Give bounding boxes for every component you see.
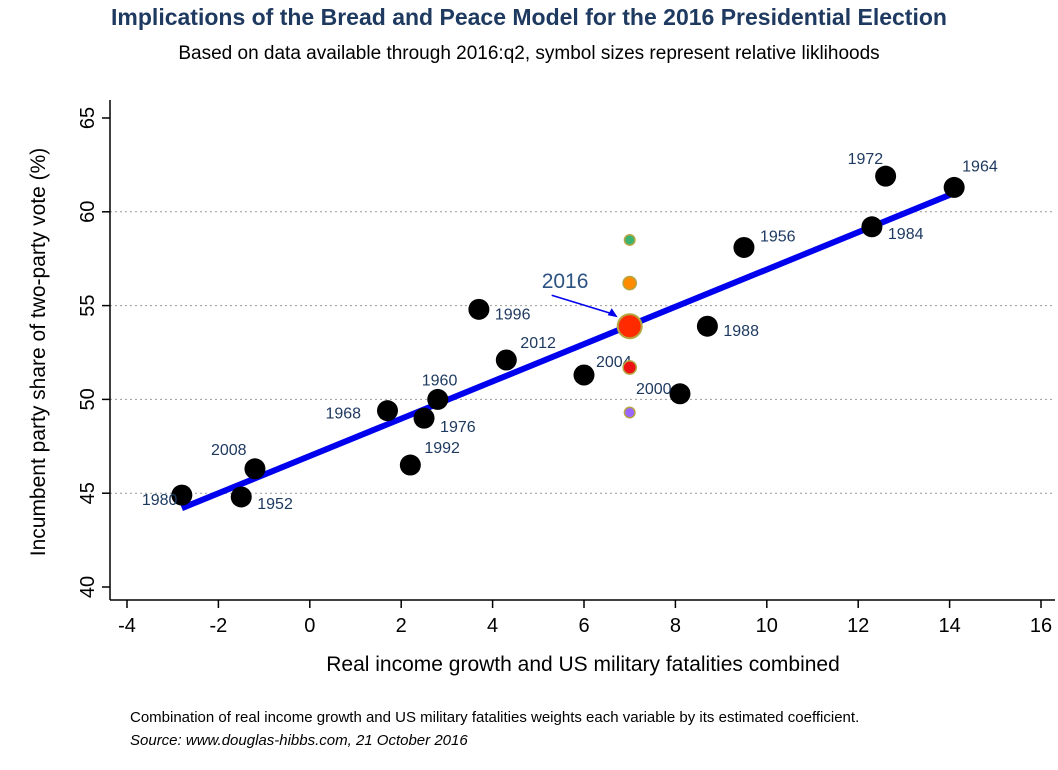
footnote-source: Source: www.douglas-hibbs.com, 21 Octobe… xyxy=(130,732,468,749)
point-label-1988: 1988 xyxy=(723,323,759,340)
scatter-chart: -4 -2 0 2 4 6 8 10 12 14 16 40 45 50 55 60 65 1980 1952 20… xyxy=(27,100,1055,676)
data-point-1980 xyxy=(171,484,193,506)
data-point-2012 xyxy=(495,349,517,371)
point-label-1956: 1956 xyxy=(760,228,796,245)
forecast-dot-4 xyxy=(623,406,636,419)
y-tick-label: 50 xyxy=(77,388,99,410)
data-point-1968 xyxy=(376,400,398,422)
point-label-1952: 1952 xyxy=(257,496,293,513)
x-tick-label: 8 xyxy=(670,615,681,637)
data-point-2004 xyxy=(573,364,595,386)
point-label-1960: 1960 xyxy=(422,372,458,389)
forecast-arrow xyxy=(551,294,614,315)
data-point-2000 xyxy=(669,383,691,405)
point-label-1976: 1976 xyxy=(440,419,476,436)
point-label-1964: 1964 xyxy=(962,158,998,175)
regression-line xyxy=(180,190,956,511)
forecast-annotation-label: 2016 xyxy=(542,270,589,293)
x-tick-label: 2 xyxy=(396,615,407,637)
x-tick-label: -2 xyxy=(210,615,228,637)
axes: -4 -2 0 2 4 6 8 10 12 14 16 40 45 50 55 60 65 xyxy=(77,100,1055,637)
x-axis-title: Real income growth and US military fatal… xyxy=(326,653,840,676)
y-tick-label: 55 xyxy=(77,294,99,316)
fit-line-layer xyxy=(180,190,956,511)
data-point-2008 xyxy=(244,458,266,480)
points-layer: 1980 195220081968199219761960199620122004… xyxy=(142,151,998,513)
data-point-1960 xyxy=(427,388,449,410)
x-tick-label: 6 xyxy=(578,615,589,637)
x-tick-label: 16 xyxy=(1030,615,1052,637)
point-label-2000: 2000 xyxy=(636,381,672,398)
gridlines xyxy=(110,211,1055,494)
point-label-1980: 1980 xyxy=(142,492,178,509)
point-label-1972: 1972 xyxy=(848,151,884,168)
point-label-1992: 1992 xyxy=(424,440,460,457)
x-tick-label: -4 xyxy=(118,615,136,637)
data-point-1956 xyxy=(733,236,755,258)
point-label-1968: 1968 xyxy=(325,406,361,423)
point-label-2012: 2012 xyxy=(520,335,556,352)
forecast-dot-3 xyxy=(622,360,638,375)
forecast-dot-0 xyxy=(623,233,636,246)
footnote-method: Combination of real income growth and US… xyxy=(130,709,860,726)
forecast-dot-1 xyxy=(622,275,638,291)
data-point-1992 xyxy=(399,454,421,476)
x-tick-label: 12 xyxy=(847,615,869,637)
forecast-dot-2 xyxy=(616,313,643,340)
x-tick-label: 4 xyxy=(487,615,498,637)
y-tick-label: 40 xyxy=(77,576,99,598)
data-point-1952 xyxy=(230,486,252,508)
data-point-1984 xyxy=(861,216,883,238)
data-point-1988 xyxy=(696,315,718,337)
x-tick-label: 10 xyxy=(756,615,778,637)
chart-subtitle: Based on data available through 2016:q2,… xyxy=(178,43,880,64)
point-label-2008: 2008 xyxy=(211,442,247,459)
data-point-1964 xyxy=(943,176,965,198)
y-tick-label: 45 xyxy=(77,482,99,504)
chart-title: Implications of the Bread and Peace Mode… xyxy=(111,4,947,30)
x-tick-label: 0 xyxy=(304,615,315,637)
point-label-1996: 1996 xyxy=(495,306,531,323)
data-point-1972 xyxy=(875,165,897,187)
data-point-1976 xyxy=(413,407,435,429)
y-tick-label: 60 xyxy=(77,201,99,223)
forecast-arrowhead xyxy=(607,308,618,318)
point-label-1984: 1984 xyxy=(888,226,924,243)
x-tick-label: 14 xyxy=(938,615,960,637)
y-tick-label: 65 xyxy=(77,107,99,129)
forecast-layer: 2016 xyxy=(542,233,643,419)
data-point-1996 xyxy=(468,298,490,320)
y-axis-title: Incumbent party share of two-party vote … xyxy=(27,148,50,557)
